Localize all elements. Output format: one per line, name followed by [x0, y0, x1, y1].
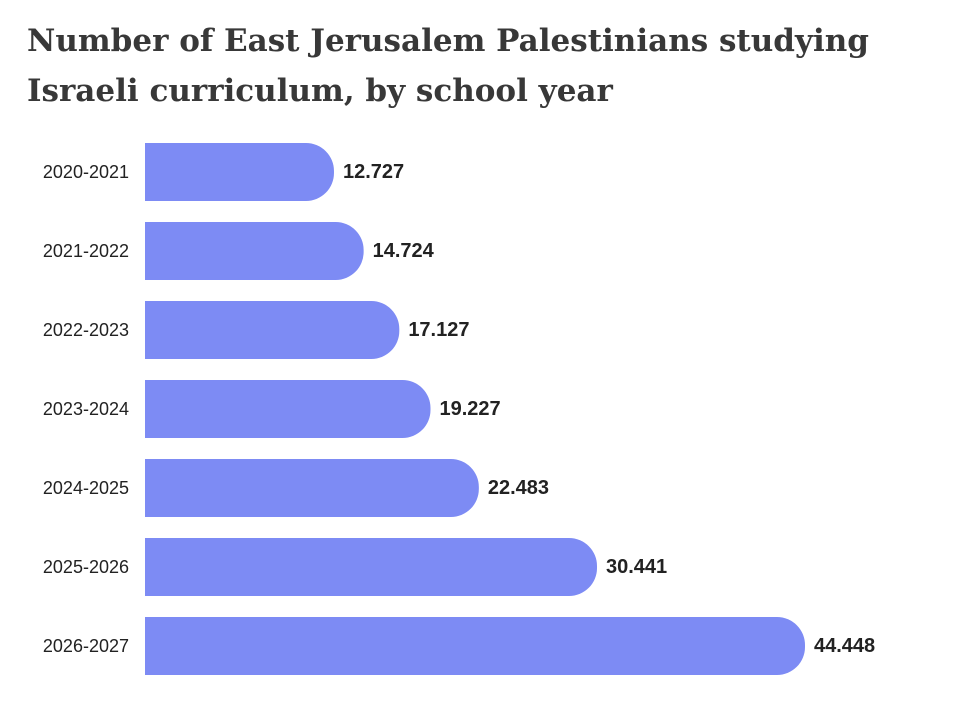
category-label: 2021-2022 [43, 241, 129, 261]
value-label: 14.724 [373, 240, 435, 262]
category-label: 2026-2027 [43, 636, 129, 656]
bar [145, 459, 479, 517]
bar [145, 538, 598, 596]
bar [145, 380, 431, 438]
value-label: 19.227 [439, 398, 500, 420]
category-label: 2020-2021 [43, 162, 129, 182]
category-label: 2025-2026 [43, 557, 129, 577]
value-label: 22.483 [488, 477, 549, 499]
bar [145, 301, 400, 360]
bar [145, 143, 334, 201]
value-label: 44.448 [814, 635, 875, 657]
value-label: 17.127 [408, 319, 469, 341]
value-label: 30.441 [606, 556, 667, 578]
category-label: 2022-2023 [43, 320, 129, 340]
category-label: 2024-2025 [43, 478, 129, 498]
bar [145, 222, 364, 280]
category-label: 2023-2024 [43, 399, 129, 419]
value-label: 12.727 [343, 161, 404, 183]
bar [145, 617, 805, 675]
chart-title: Number of East Jerusalem Palestinians st… [27, 23, 869, 109]
bars-group: 2020-2021 12.727 2021-2022 14.724 2022-2023 1… [43, 143, 875, 675]
